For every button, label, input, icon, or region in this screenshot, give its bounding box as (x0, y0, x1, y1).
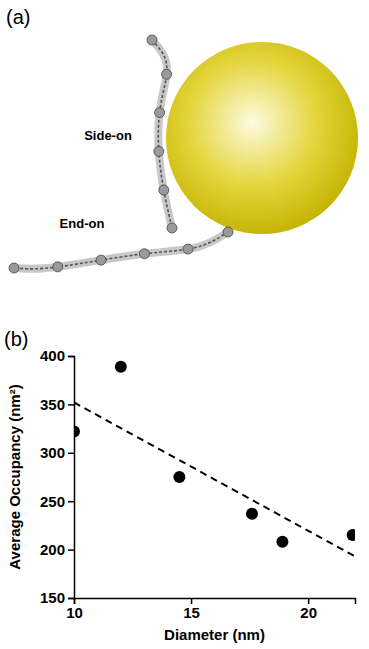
tick-label: 15 (183, 604, 200, 621)
strand-domain (9, 263, 19, 273)
strand-domain (183, 244, 193, 254)
point (173, 471, 185, 483)
strand-texture (14, 232, 228, 269)
strand-domain (167, 223, 177, 233)
y-axis-title: Average Occupancy (nm²) (6, 384, 23, 569)
strand-body (14, 232, 228, 269)
point (115, 361, 127, 373)
strand-domain (147, 35, 157, 45)
point (74, 426, 80, 438)
tick-label: 20 (300, 604, 317, 621)
label: End-on (60, 216, 105, 231)
y-axis: 150 200 250 300 350 400 (40, 347, 75, 606)
strand-domain (155, 108, 165, 118)
tick-mark (68, 501, 74, 503)
strand-domain (96, 255, 106, 265)
tick-label: 300 (40, 444, 65, 461)
figure: (a) Side-on End-on (b) 10 15 20 150 200 250 300 350… (0, 0, 369, 649)
tick-label: 350 (40, 396, 65, 413)
tick: 10 (66, 598, 83, 621)
tick: 400 (40, 347, 74, 364)
point (347, 529, 355, 541)
panel-letter: (a) (6, 6, 30, 28)
point (246, 508, 258, 520)
tick: 300 (40, 444, 74, 461)
tick-label: 10 (66, 604, 83, 621)
tick-mark (68, 404, 74, 406)
end-on-protein (9, 227, 233, 273)
strand-domain (53, 262, 63, 272)
label: Side-on (84, 128, 132, 143)
strand-texture (152, 40, 172, 228)
tick-label: 150 (40, 589, 65, 606)
x-axis-title: Diameter (nm) (164, 626, 265, 643)
tick: 200 (40, 541, 74, 558)
tick: 150 (40, 589, 74, 606)
panel-letter: (b) (4, 328, 28, 350)
strand-domain (159, 185, 169, 195)
strand-domain (154, 146, 164, 156)
panel-a: (a) Side-on End-on (6, 6, 358, 273)
tick-label: 400 (40, 347, 65, 364)
trend-line (74, 402, 355, 556)
tick-mark (68, 549, 74, 551)
nanoparticle (166, 42, 358, 234)
x-axis: 10 15 20 (66, 598, 355, 621)
tick: 15 (183, 598, 200, 621)
point (276, 536, 288, 548)
tick-mark (68, 356, 74, 358)
tick-label: 200 (40, 541, 65, 558)
strand-body (152, 40, 172, 228)
tick: 250 (40, 493, 74, 510)
side-on-protein (147, 35, 177, 233)
plot-area (74, 361, 355, 557)
tick-label: 250 (40, 493, 65, 510)
tick-mark (68, 598, 74, 600)
strand-domain (139, 249, 149, 259)
axis-line (68, 357, 75, 599)
panel-b: (b) 10 15 20 150 200 250 300 350 400 Diameter (nm)… (4, 328, 359, 643)
strand-domain (223, 227, 233, 237)
strand-domain (162, 69, 172, 79)
tick-mark (68, 453, 74, 455)
tick: 350 (40, 396, 74, 413)
tick: 20 (300, 598, 317, 621)
